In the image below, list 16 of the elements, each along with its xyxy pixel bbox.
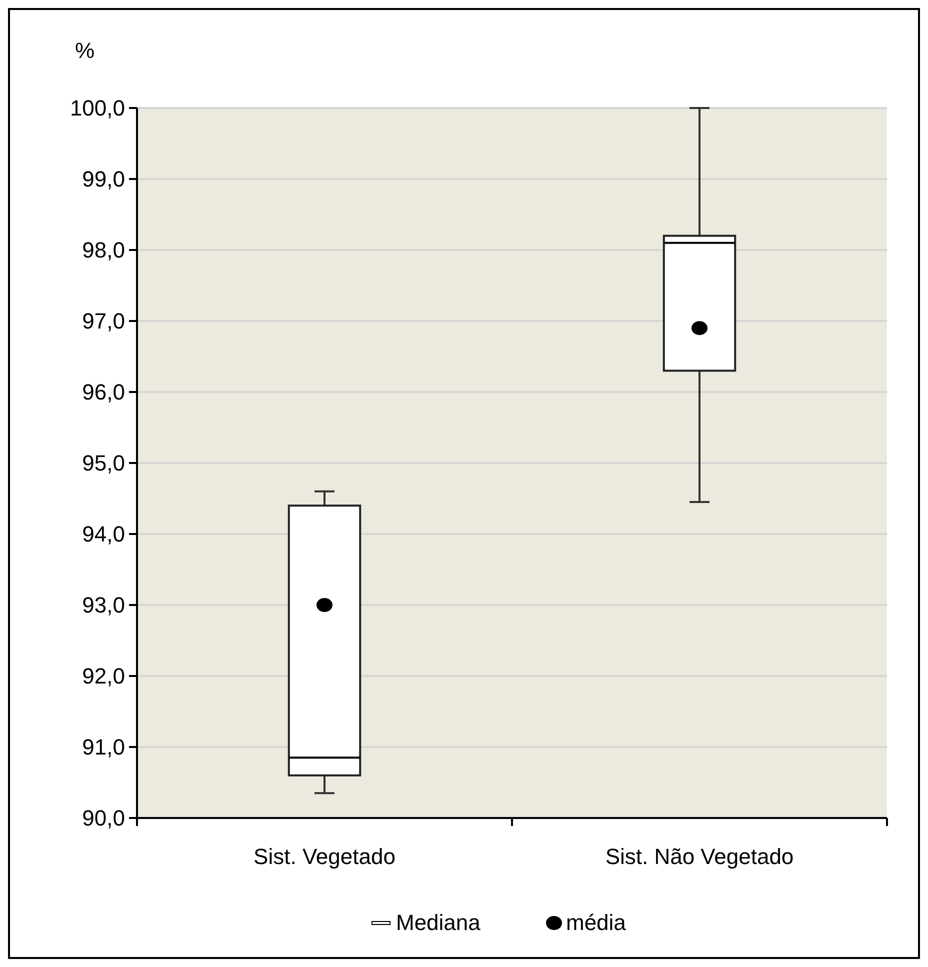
x-tick-label: Sist. Vegetado bbox=[254, 844, 396, 869]
y-tick-label: 100,0 bbox=[70, 96, 125, 121]
y-tick-label: 99,0 bbox=[82, 166, 125, 192]
y-tick-label: 95,0 bbox=[82, 450, 125, 476]
y-tick-label: 92,0 bbox=[82, 664, 125, 689]
y-tick-label: 96,0 bbox=[82, 380, 125, 405]
y-tick-label: 93,0 bbox=[82, 592, 125, 618]
legend-label: Mediana bbox=[396, 910, 482, 935]
y-axis-title: % bbox=[75, 38, 95, 63]
y-tick-label: 97,0 bbox=[82, 308, 125, 334]
x-tick-label: Sist. Não Vegetado bbox=[605, 844, 794, 869]
legend-label: média bbox=[566, 910, 627, 935]
y-tick-label: 91,0 bbox=[82, 734, 125, 760]
y-tick-label: 94,0 bbox=[82, 522, 125, 547]
y-tick-label: 90,0 bbox=[82, 806, 125, 831]
y-tick-label: 98,0 bbox=[82, 238, 125, 263]
